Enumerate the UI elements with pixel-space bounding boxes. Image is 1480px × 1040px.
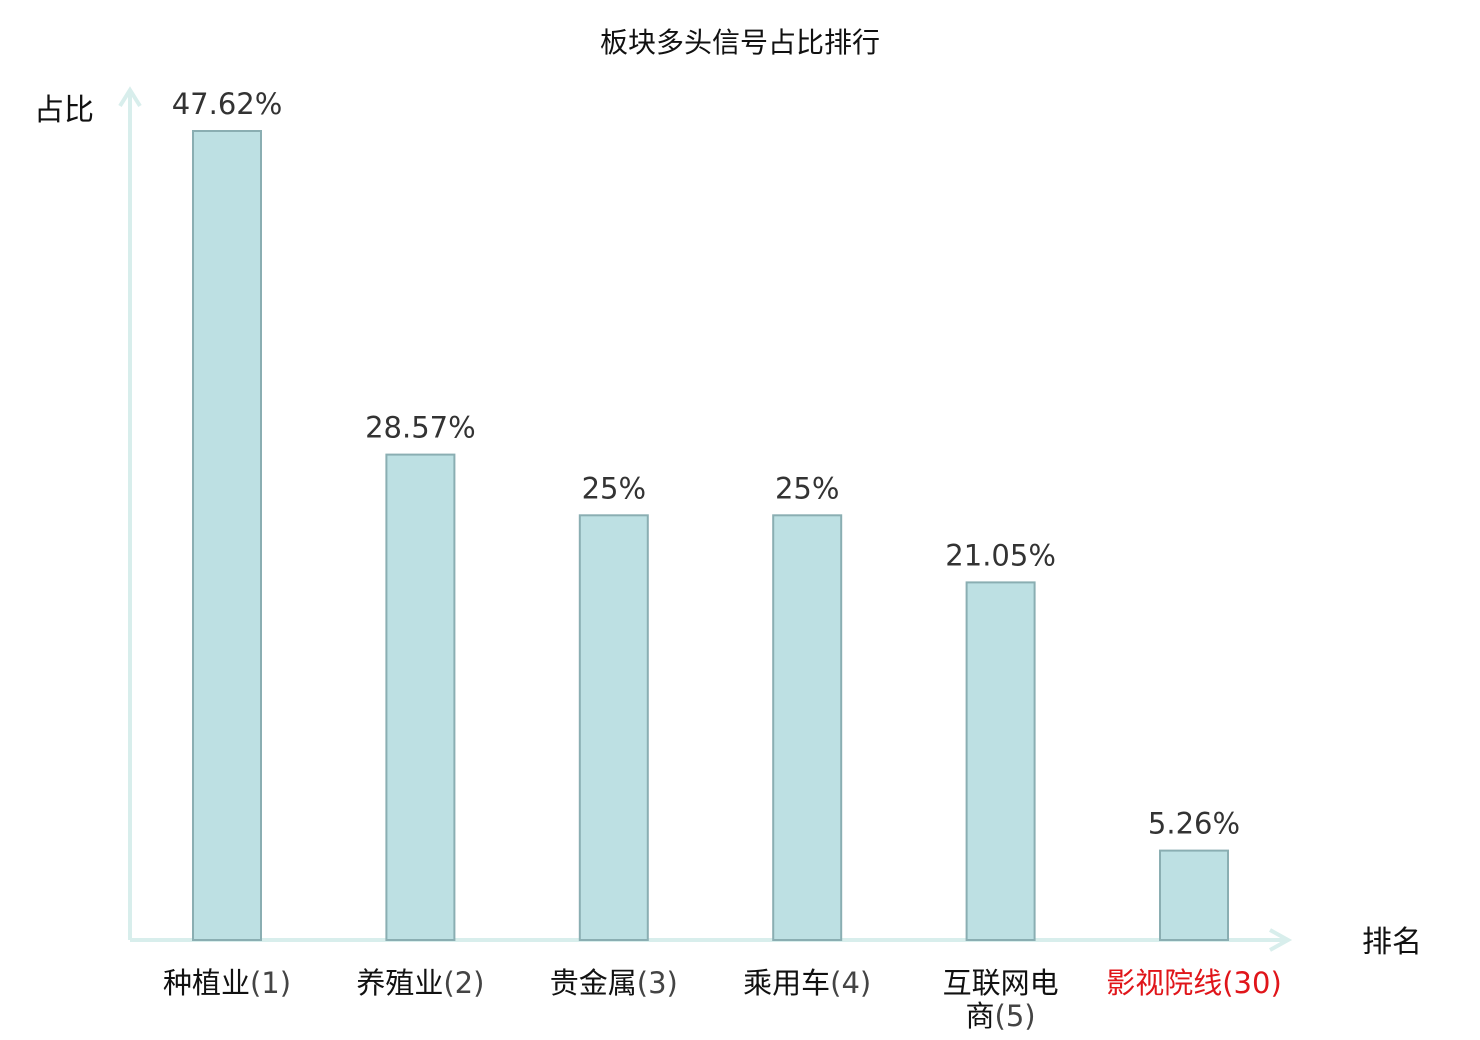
x-axis-arrow-icon	[1269, 928, 1293, 952]
value-label: 25%	[775, 471, 839, 505]
bar	[192, 130, 262, 941]
chart-title: 板块多头信号占比排行	[600, 26, 880, 59]
y-axis	[118, 86, 142, 940]
x-tick-label: 养殖业(2)	[356, 966, 484, 1000]
x-tick-label: 乘用车(4)	[743, 966, 871, 1000]
x-tick-label: 互联网电商(5)	[943, 966, 1059, 1033]
x-tick-label: 种植业(1)	[163, 966, 291, 1000]
y-axis-arrow-icon	[118, 86, 142, 108]
value-labels-group: 47.62% 28.57% 25% 25% 21.05% 5.26%	[172, 87, 1240, 841]
value-label: 21.05%	[945, 538, 1056, 572]
bar	[1159, 849, 1229, 941]
value-label: 47.62%	[172, 87, 283, 121]
x-tick-label: 贵金属(3)	[550, 966, 678, 1000]
x-axis-label: 排名	[1362, 925, 1422, 960]
value-label: 5.26%	[1148, 807, 1240, 841]
bars-group	[192, 130, 1229, 942]
x-axis	[130, 928, 1293, 952]
tick-labels-group: 种植业(1) 养殖业(2) 贵金属(3) 乘用车(4) 互联网电商(5) 影视院线(30)	[163, 966, 1282, 1033]
y-axis-label: 占比	[34, 93, 94, 128]
value-label: 25%	[582, 471, 646, 505]
bar	[578, 514, 649, 941]
x-tick-label: 影视院线(30)	[1106, 966, 1282, 1000]
value-label: 28.57%	[365, 411, 476, 445]
bar	[965, 581, 1036, 942]
bar	[385, 453, 456, 941]
bar	[772, 514, 843, 941]
